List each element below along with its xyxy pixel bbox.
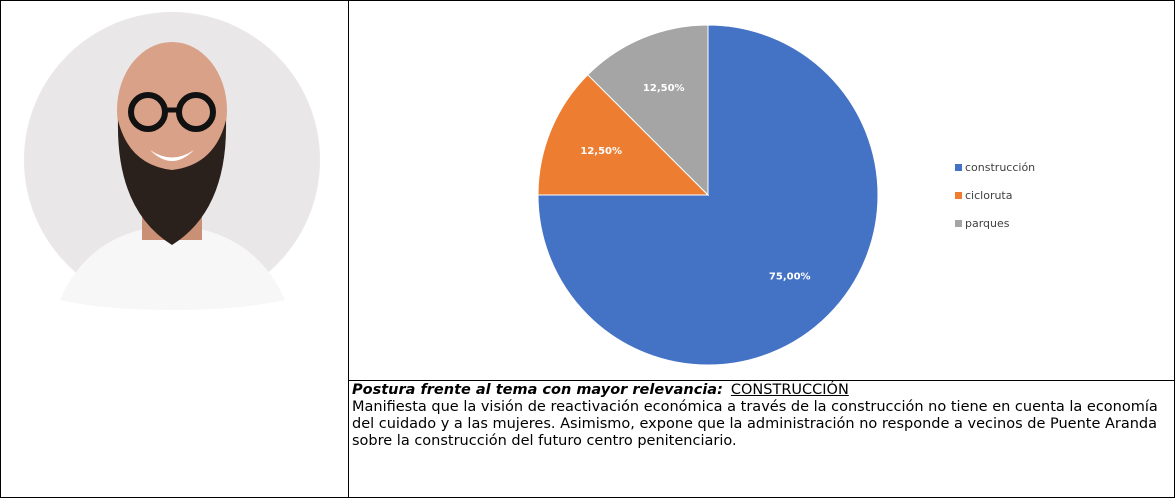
portrait bbox=[24, 12, 320, 310]
pie-chart: 75,00% 12,50% 12,50% construcción cicloruta p… bbox=[537, 24, 1035, 366]
legend-label: cicloruta bbox=[965, 189, 1013, 202]
pie-slice bbox=[537, 24, 879, 366]
legend-swatch bbox=[955, 220, 962, 227]
data-label: 75,00% bbox=[769, 272, 811, 283]
legend-swatch bbox=[955, 192, 962, 199]
postura-tema: CONSTRUCCIÓN bbox=[730, 382, 849, 398]
pie-slice bbox=[537, 74, 710, 196]
postura-text: Postura frente al tema con mayor relevan… bbox=[352, 382, 1167, 450]
postura-body: Manifiesta que la visión de reactivación… bbox=[352, 399, 1158, 449]
legend-label: parques bbox=[965, 217, 1010, 230]
data-label: 12,50% bbox=[580, 146, 622, 157]
pie-slice bbox=[587, 24, 709, 197]
legend-label: construcción bbox=[965, 161, 1035, 174]
postura-label: Postura frente al tema con mayor relevan… bbox=[352, 382, 723, 398]
legend-swatch bbox=[955, 164, 962, 171]
data-label: 12,50% bbox=[643, 83, 685, 94]
